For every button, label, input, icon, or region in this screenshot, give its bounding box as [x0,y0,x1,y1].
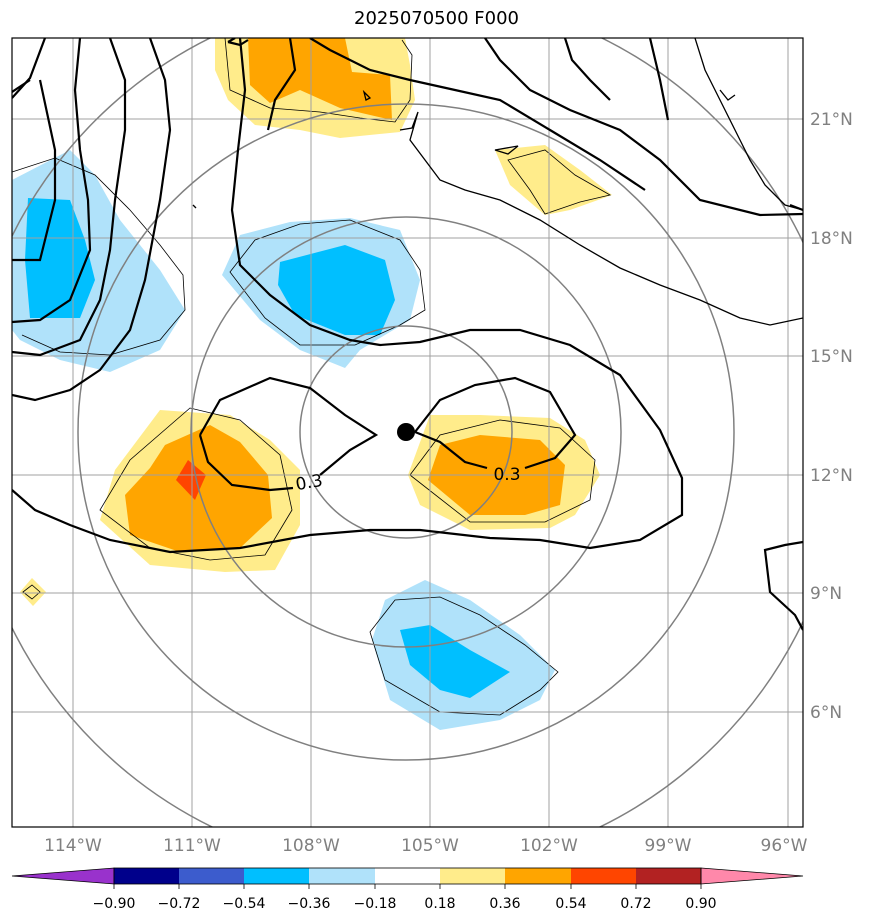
map-area: 0.3 0.3 [12,38,803,827]
lat-tick-label: 15°N [810,347,853,367]
colorbar: −0.90 −0.72 −0.54 −0.36 −0.18 0.18 0.36 … [11,867,804,912]
lat-axis: 21°N 18°N 15°N 12°N 9°N 6°N [810,110,853,723]
lon-tick-label: 114°W [44,836,102,856]
colorbar-tick-label: 0.36 [489,896,520,912]
colorbar-tick-label: −0.72 [158,896,201,912]
lat-tick-label: 12°N [810,466,853,486]
colorbar-tick-label: 0.72 [620,896,651,912]
lon-axis: 114°W 111°W 108°W 105°W 102°W 99°W 96°W [44,836,808,856]
colorbar-segment [309,868,375,884]
lat-tick-label: 18°N [810,229,853,249]
graticule [12,38,803,827]
colorbar-segment [244,868,309,884]
lon-tick-label: 99°W [645,836,692,856]
lon-tick-label: 96°W [761,836,808,856]
lon-tick-label: 105°W [401,836,459,856]
colorbar-tick-label: −0.90 [93,896,136,912]
colorbar-extend-max [700,867,804,885]
bold-contours [12,38,803,631]
colorbar-segment [571,868,636,884]
lon-tick-label: 111°W [163,836,221,856]
colorbar-tick-label: −0.54 [223,896,266,912]
contour-label: 0.3 [294,471,324,495]
contour-label: 0.3 [493,465,520,485]
lat-tick-label: 6°N [810,703,842,723]
colorbar-tick-label: −0.36 [288,896,331,912]
colorbar-segment [114,868,179,884]
range-rings [12,38,803,827]
colorbar-segment [505,868,571,884]
lon-tick-label: 102°W [520,836,578,856]
colorbar-tick-label: 0.90 [685,896,716,912]
map-frame [11,37,804,828]
colorbar-tick-label: 0.18 [424,896,455,912]
colorbar-segment [179,868,244,884]
storm-center-dot [397,423,415,441]
negative-shading-strong [25,198,510,698]
map-title: 2025070500 F000 [354,8,519,29]
colorbar-extend-min [11,867,115,885]
coastline [192,38,803,326]
colorbar-segment [375,868,440,884]
lon-tick-label: 108°W [282,836,340,856]
colorbar-tick-label: 0.54 [555,896,586,912]
colorbar-tick-label: −0.18 [354,896,397,912]
colorbar-segment [636,868,701,884]
lat-tick-label: 21°N [810,110,853,130]
lat-tick-label: 9°N [810,584,842,604]
colorbar-segment [440,868,505,884]
